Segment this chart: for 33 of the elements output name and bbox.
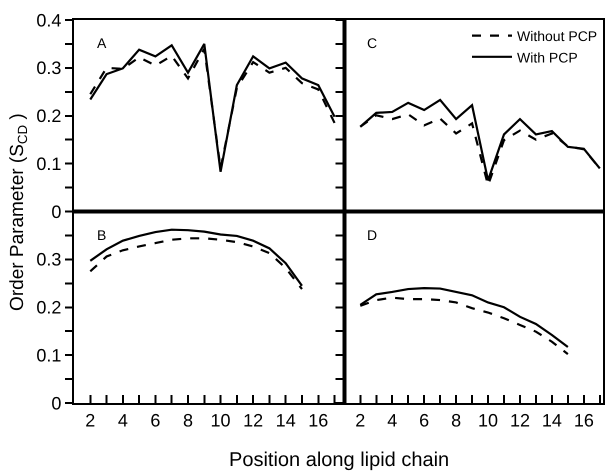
x-tick-label: 10	[478, 410, 498, 431]
x-tick-label: 12	[510, 410, 530, 431]
x-tick-label: 16	[574, 410, 594, 431]
y-tick-label: 0.1	[36, 154, 62, 174]
x-tick-label: 12	[243, 410, 264, 431]
annotation: D	[367, 227, 378, 243]
x-tick-label: 4	[118, 410, 128, 431]
x-axis-title: Position along lipid chain	[229, 449, 450, 471]
y-tick-label: 0.3	[36, 250, 62, 270]
x-tick-label: 10	[210, 410, 231, 431]
x-tick-label: 2	[355, 410, 366, 431]
x-tick-label: 2	[85, 410, 96, 431]
annotation: B	[97, 227, 106, 243]
y-tick-label: 0.2	[36, 106, 62, 126]
y-tick-label: 0.2	[36, 298, 62, 318]
y-tick-label: 0	[51, 393, 62, 414]
x-tick-label: 8	[182, 410, 193, 431]
x-tick-label: 14	[276, 410, 296, 431]
legend-label: With PCP	[517, 49, 578, 66]
y-tick-label: 0.4	[36, 10, 62, 30]
line-series	[89, 228, 304, 287]
annotation: A	[97, 35, 107, 51]
x-tick-label: 6	[419, 410, 430, 431]
y-tick-label: 0.1	[36, 345, 62, 366]
x-tick-label: 14	[542, 410, 562, 431]
annotation: C	[367, 35, 378, 51]
legend-label: Without PCP	[517, 28, 598, 44]
x-tick-label: 4	[387, 410, 398, 431]
y-tick-label: 0	[51, 202, 62, 222]
x-tick-label: 8	[451, 410, 462, 431]
x-tick-label: 16	[308, 410, 328, 431]
x-tick-label: 6	[150, 410, 160, 431]
y-tick-label: 0.3	[36, 58, 62, 78]
